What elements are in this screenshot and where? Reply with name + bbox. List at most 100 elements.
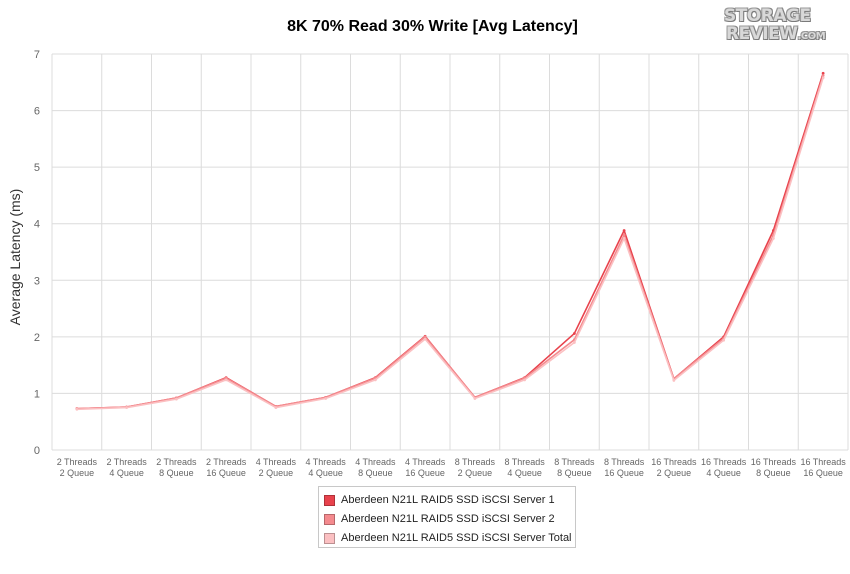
data-point xyxy=(722,338,726,342)
x-tick-label-line: 2 Queue xyxy=(657,468,692,478)
x-tick-label-line: 16 Queue xyxy=(405,468,445,478)
y-axis-label: Average Latency (ms) xyxy=(7,189,23,326)
x-tick-label: 4 Threads 8 Queue xyxy=(355,457,396,478)
y-tick-label: 4 xyxy=(34,219,40,231)
data-point xyxy=(423,335,427,339)
data-point xyxy=(373,378,377,382)
y-tick-label: 1 xyxy=(34,388,40,400)
y-tick-label: 0 xyxy=(34,445,40,457)
x-tick-label-line: 16 Threads xyxy=(651,457,697,467)
legend: Aberdeen N21L RAID5 SSD iSCSI Server 1 Ab… xyxy=(318,486,576,548)
data-point xyxy=(224,378,228,382)
chart-title: 8K 70% Read 30% Write [Avg Latency] xyxy=(287,18,578,35)
x-tick-label-line: 4 Threads xyxy=(305,457,346,467)
y-tick-label: 5 xyxy=(34,162,40,174)
y-tick-label: 2 xyxy=(34,332,40,344)
data-point xyxy=(572,341,576,344)
x-tick-label-line: 4 Queue xyxy=(109,468,144,478)
legend-swatch xyxy=(324,513,335,525)
data-point xyxy=(572,332,576,335)
x-tick-label-line: 16 Queue xyxy=(604,468,644,478)
series-line xyxy=(76,75,824,410)
data-point xyxy=(821,76,825,80)
data-point xyxy=(622,233,626,237)
x-tick-label-line: 2 Threads xyxy=(206,457,247,467)
logo-suffix: .COM xyxy=(797,31,826,42)
x-tick-label-line: 8 Queue xyxy=(557,468,592,478)
y-tick-label: 7 xyxy=(34,49,40,61)
x-tick-label: 4 Threads 2 Queue xyxy=(256,457,297,478)
x-tick-label-line: 4 Threads xyxy=(256,457,297,467)
x-tick-label-line: 2 Queue xyxy=(458,468,493,478)
data-point xyxy=(473,397,477,400)
legend-label: Aberdeen N21L RAID5 SSD iSCSI Server Tot… xyxy=(341,532,572,544)
x-tick-label: 2 Threads 2 Queue xyxy=(57,457,98,478)
x-tick-label-line: 16 Queue xyxy=(206,468,246,478)
x-tick-label-line: 2 Queue xyxy=(60,468,95,478)
legend-item: Aberdeen N21L RAID5 SSD iSCSI Server Tot… xyxy=(324,531,572,545)
data-point xyxy=(821,71,825,75)
x-tick-label-line: 8 Threads xyxy=(604,457,645,467)
x-tick-label: 16 Threads 4 Queue xyxy=(701,457,747,478)
data-point xyxy=(821,74,825,77)
series-lines xyxy=(75,71,825,411)
x-tick-label-line: 8 Threads xyxy=(554,457,595,467)
legend-swatch xyxy=(324,494,335,506)
data-point xyxy=(771,237,775,240)
x-tick-label: 2 Threads 8 Queue xyxy=(156,457,197,478)
x-tick-label-line: 4 Queue xyxy=(308,468,343,478)
x-tick-label-line: 16 Queue xyxy=(803,468,843,478)
x-tick-label-line: 2 Queue xyxy=(259,468,294,478)
x-tick-label-line: 2 Threads xyxy=(106,457,147,467)
storagereview-logo: STORAGE REVIEW.COM xyxy=(722,6,837,46)
grid xyxy=(51,53,849,451)
data-point xyxy=(125,406,129,409)
legend-item: Aberdeen N21L RAID5 SSD iSCSI Server 1 xyxy=(324,493,555,507)
x-tick-label-line: 16 Threads xyxy=(751,457,797,467)
x-tick-label: 16 Threads 8 Queue xyxy=(751,457,797,478)
x-tick-label: 4 Threads 4 Queue xyxy=(305,457,346,478)
x-tick-label-line: 8 Queue xyxy=(159,468,194,478)
x-tick-label: 16 Threads 2 Queue xyxy=(651,457,697,478)
x-tick-label: 8 Threads 2 Queue xyxy=(455,457,496,478)
data-point xyxy=(523,378,527,382)
series-line xyxy=(76,77,824,411)
data-point xyxy=(622,229,626,232)
x-tick-label: 8 Threads 8 Queue xyxy=(554,457,595,478)
data-point xyxy=(75,407,79,411)
x-tick-label-line: 2 Threads xyxy=(156,457,197,467)
data-point xyxy=(324,397,328,400)
x-tick-label-line: 4 Queue xyxy=(706,468,741,478)
legend-swatch xyxy=(324,532,335,544)
x-tick-label-line: 8 Threads xyxy=(504,457,545,467)
y-axis: 0 1 2 3 4 5 6 7 xyxy=(34,49,40,457)
x-tick-label-line: 8 Threads xyxy=(455,457,496,467)
logo-line-2-text: REVIEW xyxy=(726,24,798,44)
x-tick-label: 8 Threads 4 Queue xyxy=(504,457,545,478)
y-tick-label: 6 xyxy=(34,106,40,118)
x-tick-label-line: 8 Queue xyxy=(358,468,393,478)
x-tick-label-line: 8 Queue xyxy=(756,468,791,478)
x-tick-label: 2 Threads 4 Queue xyxy=(106,457,147,478)
x-tick-label: 16 Threads 16 Queue xyxy=(800,457,846,478)
x-tick-label: 2 Threads 16 Queue xyxy=(206,457,247,478)
logo-line-2: REVIEW.COM xyxy=(726,24,826,44)
data-point xyxy=(423,337,427,341)
x-tick-label: 8 Threads 16 Queue xyxy=(604,457,645,478)
legend-item: Aberdeen N21L RAID5 SSD iSCSI Server 2 xyxy=(324,512,555,526)
legend-label: Aberdeen N21L RAID5 SSD iSCSI Server 2 xyxy=(341,513,555,525)
data-point xyxy=(174,397,178,401)
logo-line-1: STORAGE xyxy=(724,6,811,26)
x-tick-label-line: 4 Threads xyxy=(405,457,446,467)
x-tick-label: 4 Threads 16 Queue xyxy=(405,457,446,478)
data-point xyxy=(622,237,626,240)
data-point xyxy=(672,379,676,382)
x-tick-label-line: 4 Queue xyxy=(507,468,542,478)
x-tick-label-line: 4 Threads xyxy=(355,457,396,467)
x-tick-label-line: 2 Threads xyxy=(57,457,98,467)
x-tick-label-line: 16 Threads xyxy=(701,457,747,467)
x-tick-label-line: 16 Threads xyxy=(800,457,846,467)
legend-label: Aberdeen N21L RAID5 SSD iSCSI Server 1 xyxy=(341,494,555,506)
